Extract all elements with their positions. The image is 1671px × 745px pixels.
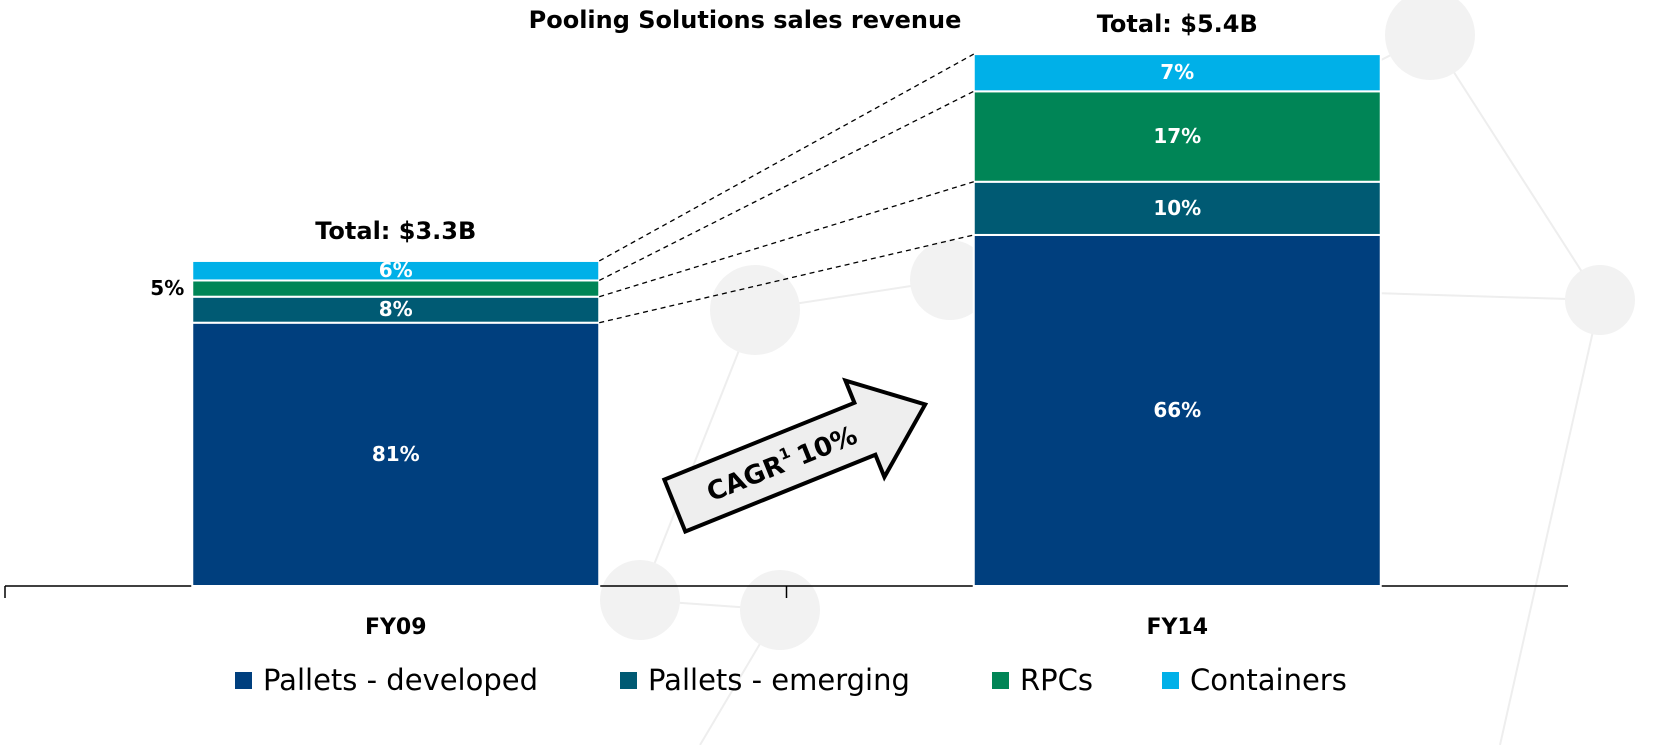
legend-swatch [1162,672,1179,689]
bar-segment [191,279,601,298]
data-label: 5% [150,276,184,300]
data-label: 17% [1153,124,1201,148]
legend-swatch [992,672,1009,689]
legend-label: Pallets - emerging [648,663,910,697]
bar-segment [972,233,1382,587]
cagr-arrow: CAGR110% [661,377,929,535]
connector-line [598,90,975,282]
total-label: Total: $3.3B [315,217,476,245]
bar-segment [191,321,601,587]
connector-line [599,234,974,324]
x-tick-label: FY14 [1146,615,1208,640]
total-label: Total: $5.4B [1097,10,1258,38]
data-label: 7% [1160,60,1194,84]
background-network [600,0,1635,745]
chart-title: Pooling Solutions sales revenue [529,6,962,34]
data-label: 81% [372,442,420,466]
connector-line [599,181,974,298]
data-label: 8% [379,297,413,321]
legend-label: RPCs [1020,663,1093,697]
arrow-shape [661,377,929,535]
bar-segment [191,259,601,282]
x-tick-label: FY09 [365,615,427,640]
legend-swatch [235,672,252,689]
legend-label: Pallets - developed [263,663,538,697]
bar-segment [972,90,1382,183]
legend-label: Containers [1190,663,1347,697]
data-label: 6% [379,258,413,282]
data-label: 10% [1153,196,1201,220]
data-label: 66% [1153,398,1201,422]
legend-swatch [620,672,637,689]
connector-line [598,53,975,262]
bar-segment [972,53,1382,93]
